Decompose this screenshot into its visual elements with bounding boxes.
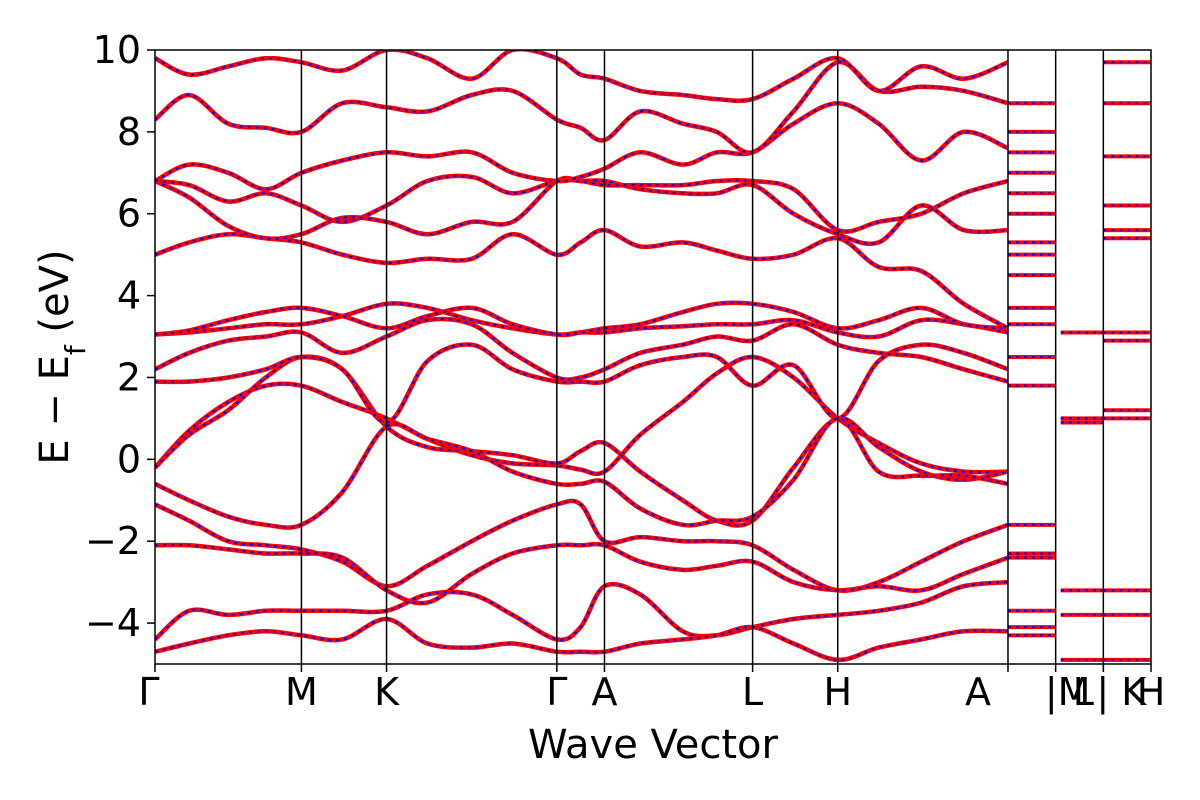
y-axis-label: E − Ef (eV) [32,249,92,464]
plot-frame [154,49,1152,665]
x-axis-label: Wave Vector [528,722,779,768]
band-line-blue [155,543,1009,605]
y-axis: −4 −2 0 2 4 6 8 10 [85,28,155,645]
y-tick-label: −2 [85,519,141,563]
y-tick-label: 6 [117,192,141,236]
y-tick-label: 2 [117,355,141,399]
x-tick-label: M [285,670,318,714]
y-tick-label: −4 [85,601,141,645]
y-tick-label: 8 [117,110,141,154]
y-axis-label-subscript: f [59,344,92,355]
band-line-blue [155,318,1009,383]
band-line-blue [155,102,1009,191]
y-axis-label-main: E − E [32,355,78,465]
band-line-blue [155,581,1009,641]
band-line-blue [155,228,1009,330]
x-tick-label: Γ [138,670,159,714]
y-axis-label-unit: (eV) [32,249,78,345]
band-line-blue [155,417,1009,529]
band-line-blue [155,499,1009,592]
y-tick-label: 10 [93,28,141,72]
x-tick-label: |M [1045,670,1091,715]
plot-area [154,49,1152,665]
x-tick-label: H [823,670,852,714]
y-tick-label: 4 [117,274,141,318]
band-line-blue [155,617,1009,662]
y-tick-label: 0 [117,437,141,481]
band-lines [155,50,1151,663]
x-tick-label: A [965,670,991,714]
band-line-blue [155,301,1009,337]
x-tick-label: H [1137,670,1166,714]
x-tick-label: | K [1096,670,1147,715]
x-axis: Γ M K Γ A L H A |ML | KH [138,664,1165,715]
x-tick-label: K [374,670,400,714]
band-line-blue [155,50,1009,102]
x-tick-label: L [742,670,763,714]
kpoint-divider-lines [300,50,1105,664]
band-line-blue [155,343,1009,424]
x-tick-label: Γ [546,670,567,714]
x-tick-label: A [591,670,617,714]
band-line-red [155,173,1009,234]
x-tick-label: L [1073,670,1094,714]
